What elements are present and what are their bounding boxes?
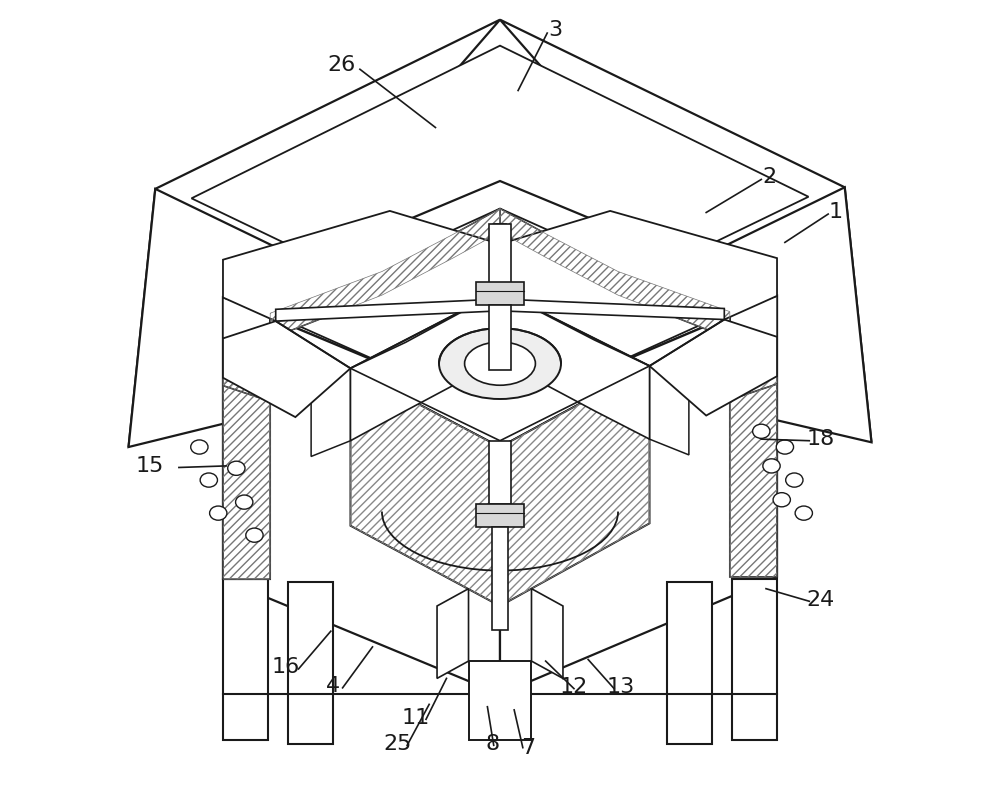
Ellipse shape: [439, 328, 561, 399]
Ellipse shape: [246, 528, 263, 542]
Polygon shape: [476, 282, 524, 305]
Polygon shape: [730, 384, 777, 577]
Ellipse shape: [786, 473, 803, 487]
Polygon shape: [223, 181, 777, 413]
Polygon shape: [732, 579, 777, 740]
Ellipse shape: [191, 440, 208, 454]
Polygon shape: [730, 337, 777, 455]
Polygon shape: [494, 305, 506, 364]
Polygon shape: [223, 211, 500, 321]
Polygon shape: [489, 224, 511, 283]
Text: 7: 7: [521, 737, 535, 758]
Polygon shape: [667, 582, 712, 744]
Text: 4: 4: [326, 676, 340, 696]
Polygon shape: [223, 297, 270, 354]
Ellipse shape: [753, 424, 770, 438]
Ellipse shape: [236, 495, 253, 509]
Polygon shape: [492, 527, 508, 630]
Text: 24: 24: [806, 589, 834, 610]
Polygon shape: [288, 582, 333, 744]
Polygon shape: [489, 305, 511, 370]
Polygon shape: [500, 296, 777, 694]
Polygon shape: [531, 589, 563, 678]
Text: 26: 26: [327, 54, 355, 75]
Ellipse shape: [763, 459, 780, 473]
Polygon shape: [350, 291, 650, 447]
Polygon shape: [270, 209, 730, 416]
Polygon shape: [489, 441, 511, 504]
Text: 12: 12: [560, 677, 588, 697]
Polygon shape: [650, 320, 777, 416]
Ellipse shape: [465, 342, 535, 386]
Polygon shape: [494, 224, 506, 291]
Ellipse shape: [210, 506, 227, 520]
Polygon shape: [223, 338, 270, 456]
Text: 8: 8: [485, 733, 499, 754]
Text: 18: 18: [806, 429, 834, 449]
Polygon shape: [500, 20, 871, 442]
Polygon shape: [311, 368, 350, 456]
Polygon shape: [223, 297, 500, 694]
Polygon shape: [276, 299, 500, 321]
Text: 3: 3: [548, 20, 562, 40]
Text: 11: 11: [402, 708, 430, 728]
Polygon shape: [476, 504, 524, 527]
Polygon shape: [191, 46, 809, 346]
Text: 2: 2: [762, 167, 776, 187]
Ellipse shape: [776, 440, 794, 454]
Polygon shape: [500, 299, 724, 320]
Text: 25: 25: [384, 733, 412, 754]
Text: 16: 16: [272, 657, 300, 678]
Polygon shape: [223, 386, 270, 579]
Polygon shape: [650, 366, 689, 455]
Polygon shape: [437, 589, 469, 678]
Ellipse shape: [773, 493, 790, 507]
Ellipse shape: [228, 461, 245, 475]
Polygon shape: [223, 321, 350, 417]
Polygon shape: [500, 187, 871, 442]
Text: 13: 13: [606, 677, 635, 697]
Polygon shape: [350, 368, 500, 606]
Text: 15: 15: [136, 456, 164, 476]
Polygon shape: [500, 366, 650, 606]
Polygon shape: [129, 189, 500, 447]
Polygon shape: [270, 209, 500, 338]
Polygon shape: [223, 579, 268, 740]
Polygon shape: [500, 211, 777, 320]
Polygon shape: [469, 661, 531, 740]
Polygon shape: [350, 291, 650, 441]
Polygon shape: [730, 296, 777, 353]
Ellipse shape: [200, 473, 217, 487]
Polygon shape: [129, 20, 500, 447]
Ellipse shape: [795, 506, 812, 520]
Text: 1: 1: [829, 202, 843, 223]
Polygon shape: [500, 209, 730, 338]
